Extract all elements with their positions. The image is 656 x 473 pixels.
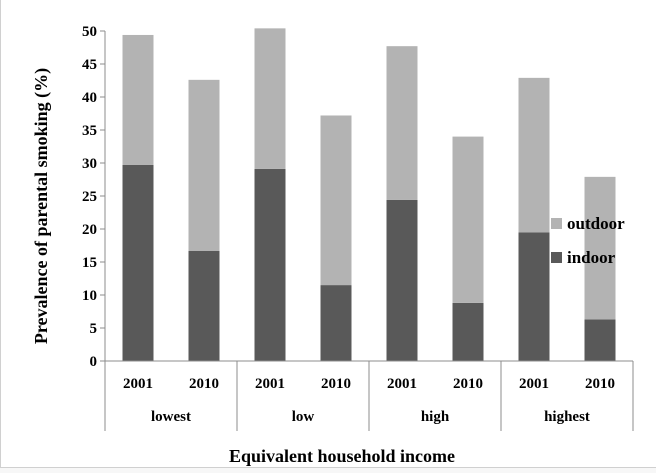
- bar-outdoor: [584, 176, 616, 320]
- bar-outdoor: [254, 28, 286, 169]
- x-group-label: lowest: [151, 409, 191, 425]
- bar-indoor: [320, 285, 352, 361]
- x-tick-label: 2010: [189, 376, 219, 392]
- bar-indoor: [122, 164, 154, 361]
- x-group-label: high: [421, 409, 450, 425]
- bar-outdoor: [452, 136, 484, 303]
- bar-indoor: [386, 199, 418, 361]
- y-axis: 0 5 10 15 20 25 30 35 40 45 50: [82, 24, 106, 370]
- x-tick-label: 2001: [519, 376, 549, 392]
- x-group-label: highest: [544, 409, 590, 425]
- y-tick-label: 50: [82, 24, 97, 40]
- x-axis: 2001 2010 2001 2010 2001 2010 2001 2010 lowest lo…: [104, 360, 634, 431]
- y-tick-label: 40: [82, 90, 97, 106]
- y-tick-label: 25: [82, 189, 97, 205]
- legend-swatch-outdoor: [551, 218, 562, 229]
- bar-indoor: [188, 250, 220, 361]
- bar-indoor: [254, 168, 286, 361]
- x-tick-label: 2010: [453, 376, 483, 392]
- x-tick-label: 2001: [123, 376, 153, 392]
- bar-outdoor: [320, 115, 352, 286]
- x-tick-label: 2001: [255, 376, 285, 392]
- y-tick-label: 20: [82, 222, 97, 238]
- bar-outdoor: [518, 77, 550, 233]
- plot-area: [122, 28, 616, 361]
- x-tick-label: 2001: [387, 376, 417, 392]
- y-tick-label: 45: [82, 57, 97, 73]
- bar-outdoor: [188, 79, 220, 251]
- bar-indoor: [452, 302, 484, 361]
- y-tick-label: 0: [90, 354, 98, 370]
- y-tick-label: 5: [90, 321, 98, 337]
- y-axis-title: Prevalence of parental smoking (%): [31, 68, 52, 344]
- bar-indoor: [518, 232, 550, 361]
- y-tick-label: 35: [82, 123, 97, 139]
- y-tick-label: 15: [82, 255, 97, 271]
- legend-label-indoor: indoor: [567, 248, 616, 267]
- legend-label-outdoor: outdoor: [567, 214, 625, 233]
- x-tick-label: 2010: [321, 376, 351, 392]
- legend: outdoor indoor: [551, 214, 625, 267]
- bar-outdoor: [122, 34, 154, 165]
- x-axis-title: Equivalent household income: [229, 446, 455, 466]
- x-tick-label: 2010: [585, 376, 615, 392]
- bar-outdoor: [386, 46, 418, 200]
- y-tick-label: 30: [82, 156, 97, 172]
- y-tick-label: 10: [82, 288, 97, 304]
- legend-swatch-indoor: [551, 252, 562, 263]
- bar-indoor: [584, 319, 616, 361]
- x-group-label: low: [292, 409, 315, 425]
